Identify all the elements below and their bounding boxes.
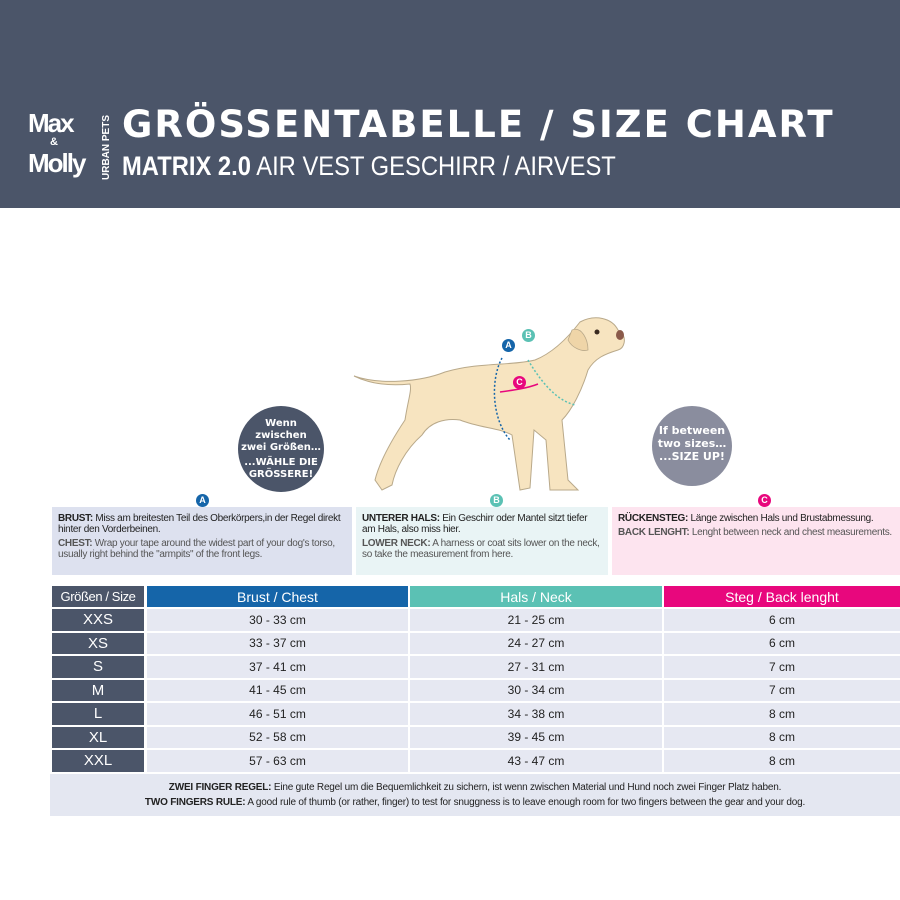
two-finger-rule: ZWEI FINGER REGEL: Eine gute Regel um di… — [50, 774, 900, 816]
badge-b: B — [490, 494, 503, 507]
table-cell-chest: 37 - 41 cm — [147, 656, 408, 678]
size-label: XXS — [52, 609, 144, 631]
dog-illustration — [353, 317, 625, 491]
size-label: L — [52, 703, 144, 725]
size-up-bubble-de: Wenn zwischen zwei Größen… ...WÄHLE DIE GRÖ… — [238, 406, 324, 492]
column-header-size: Größen / Size — [52, 586, 144, 607]
bubble-text: zwei Größen… — [241, 442, 321, 453]
table-cell-back: 7 cm — [664, 679, 900, 701]
bubble-text: Wenn — [265, 418, 297, 429]
logo-line-2: Molly — [28, 148, 86, 178]
table-cell-neck: 27 - 31 cm — [410, 656, 662, 678]
badge-b: B — [522, 329, 535, 342]
table-cell-chest: 33 - 37 cm — [147, 632, 408, 654]
bubble-text: zwischen — [255, 430, 307, 441]
info-chest: BRUST: Miss am breitesten Teil des Oberk… — [52, 507, 352, 575]
table-cell-back: 8 cm — [664, 703, 900, 725]
size-up-bubble-en: If between two sizes… ...SIZE UP! — [652, 406, 732, 486]
table-cell-back: 7 cm — [664, 656, 900, 678]
column-header-back: Steg / Back lenght — [664, 586, 900, 607]
size-label: XS — [52, 632, 144, 654]
table-cell-chest: 41 - 45 cm — [147, 679, 408, 701]
table-cell-chest: 30 - 33 cm — [147, 609, 408, 631]
badge-c: C — [513, 376, 526, 389]
badge-c: C — [758, 494, 771, 507]
table-cell-neck: 43 - 47 cm — [410, 750, 662, 772]
table-cell-chest: 46 - 51 cm — [147, 703, 408, 725]
bubble-text: GRÖSSERE! — [248, 469, 314, 480]
size-label: M — [52, 679, 144, 701]
size-label: XL — [52, 726, 144, 748]
table-cell-back: 8 cm — [664, 750, 900, 772]
subtitle-rest: AIR VEST GESCHIRR / AIRVEST — [250, 151, 616, 181]
size-label: S — [52, 656, 144, 678]
bubble-text: two sizes… — [657, 437, 727, 450]
table-cell-neck: 39 - 45 cm — [410, 726, 662, 748]
info-back: RÜCKENSTEG: Länge zwischen Hals und Brus… — [612, 507, 900, 575]
brand-logo: Max & Molly URBAN PETS — [28, 110, 118, 184]
table-cell-neck: 34 - 38 cm — [410, 703, 662, 725]
table-cell-neck: 30 - 34 cm — [410, 679, 662, 701]
info-neck: UNTERER HALS: Ein Geschirr oder Mantel s… — [356, 507, 608, 575]
page-subtitle: MATRIX 2.0 AIR VEST GESCHIRR / AIRVEST — [122, 151, 616, 181]
logo-line-1: Max — [28, 108, 75, 138]
column-header-neck: Hals / Neck — [410, 586, 662, 607]
size-label: XXL — [52, 750, 144, 772]
table-cell-chest: 57 - 63 cm — [147, 750, 408, 772]
logo-tagline: URBAN PETS — [101, 114, 112, 180]
header-banner: Max & Molly URBAN PETS GRÖSSENTABELLE / … — [0, 0, 900, 208]
table-cell-neck: 24 - 27 cm — [410, 632, 662, 654]
table-cell-back: 6 cm — [664, 632, 900, 654]
table-cell-back: 6 cm — [664, 609, 900, 631]
bubble-text: If between — [658, 424, 726, 437]
logo-ampersand: & — [50, 136, 58, 148]
badge-a: A — [502, 339, 515, 352]
subtitle-bold: MATRIX 2.0 — [122, 151, 251, 181]
column-header-chest: Brust / Chest — [147, 586, 408, 607]
table-cell-neck: 21 - 25 cm — [410, 609, 662, 631]
page-title: GRÖSSENTABELLE / SIZE CHART — [122, 103, 835, 146]
table-cell-back: 8 cm — [664, 726, 900, 748]
bubble-text: ...SIZE UP! — [659, 450, 725, 463]
badge-a: A — [196, 494, 209, 507]
bubble-text: ...WÄHLE DIE — [244, 457, 318, 468]
table-cell-chest: 52 - 58 cm — [147, 726, 408, 748]
